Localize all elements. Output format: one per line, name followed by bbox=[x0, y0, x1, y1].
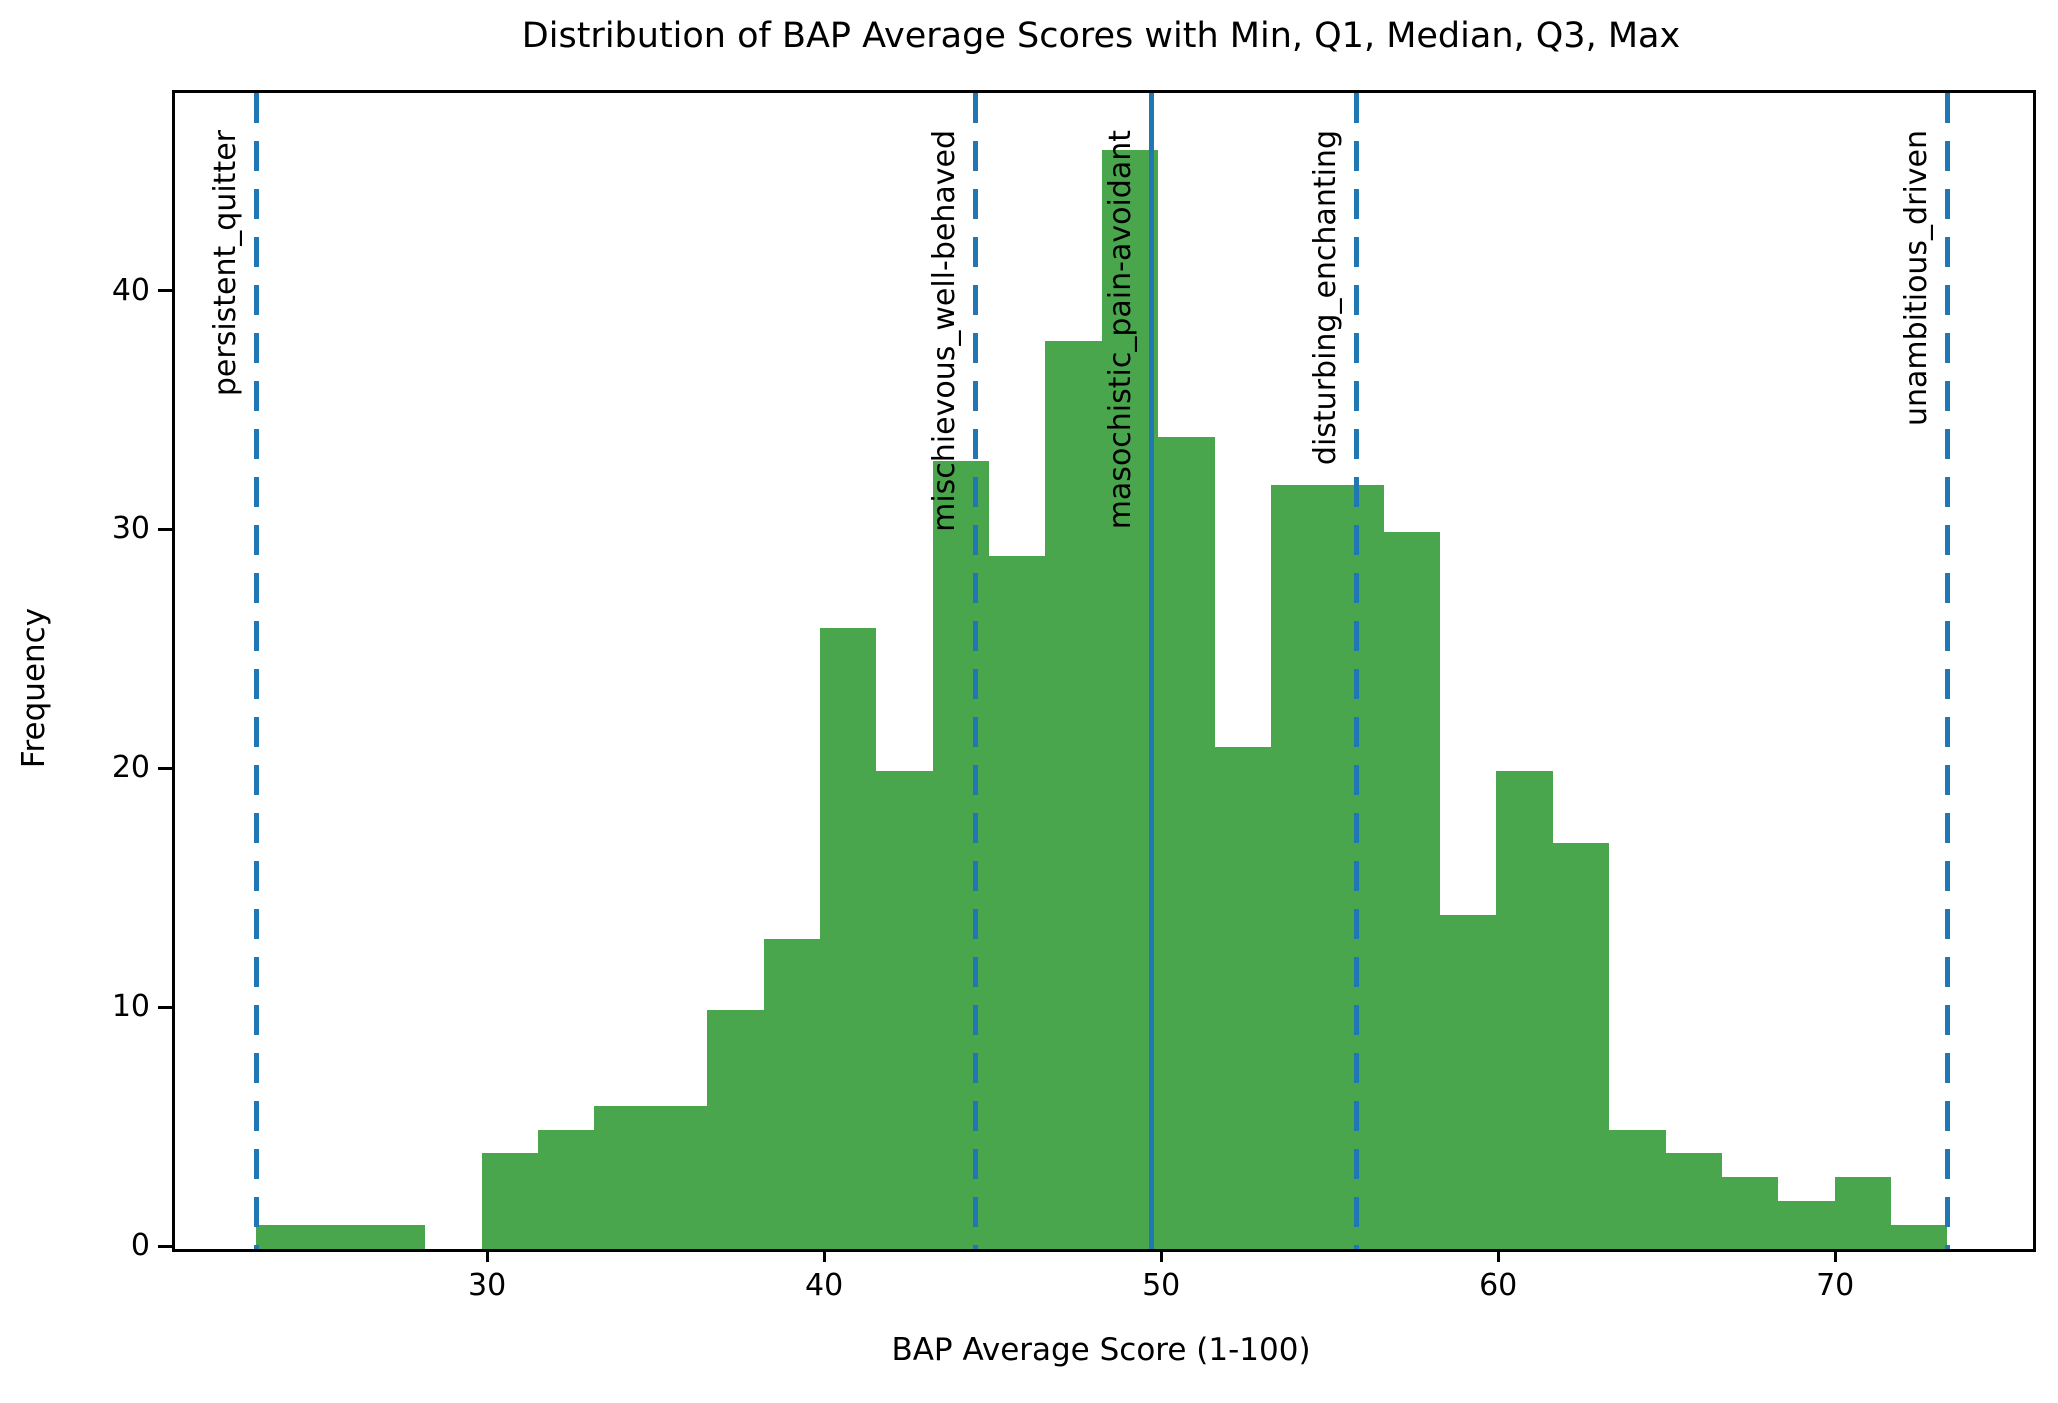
histogram-bar bbox=[1270, 484, 1328, 1249]
x-tick-label: 60 bbox=[1479, 1268, 1518, 1303]
vline-q3 bbox=[1353, 93, 1359, 1249]
x-tick-label: 30 bbox=[468, 1268, 507, 1303]
x-tick-mark bbox=[822, 1249, 826, 1262]
y-tick-label: 30 bbox=[111, 511, 150, 547]
y-tick-mark bbox=[158, 766, 172, 770]
histogram-bar bbox=[1045, 341, 1102, 1249]
x-axis-label: BAP Average Score (1-100) bbox=[891, 1332, 1311, 1368]
x-tick-label: 50 bbox=[1142, 1268, 1181, 1303]
y-tick-label: 10 bbox=[111, 989, 150, 1025]
histogram-bar bbox=[989, 556, 1046, 1249]
histogram-bar bbox=[256, 1225, 313, 1249]
histogram-bar bbox=[1214, 747, 1271, 1249]
x-tick-mark bbox=[485, 1249, 489, 1262]
vline-label-max: unambitious_driven bbox=[1899, 130, 1935, 427]
histogram-bar bbox=[312, 1225, 369, 1249]
vline-median bbox=[1148, 93, 1154, 1249]
histogram-bar bbox=[650, 1105, 708, 1249]
y-tick-mark bbox=[158, 527, 172, 531]
vline-label-median: masochistic_pain-avoidant bbox=[1103, 130, 1138, 530]
y-tick-label: 40 bbox=[111, 272, 150, 308]
x-tick-mark bbox=[1833, 1249, 1837, 1262]
histogram-bar bbox=[368, 1225, 426, 1249]
histogram-bar bbox=[1665, 1153, 1722, 1249]
chart-title: Distribution of BAP Average Scores with … bbox=[521, 16, 1681, 56]
histogram-bar bbox=[1496, 771, 1553, 1249]
histogram-bar bbox=[763, 938, 820, 1249]
plot-area bbox=[172, 90, 2036, 1252]
histogram-bar bbox=[819, 628, 877, 1249]
histogram-bar bbox=[1891, 1225, 1948, 1249]
vline-label-min: persistent_quitter bbox=[208, 130, 244, 397]
histogram-bar bbox=[1778, 1201, 1835, 1249]
y-tick-mark bbox=[158, 1244, 172, 1248]
histogram-bar bbox=[538, 1129, 595, 1249]
y-tick-label: 20 bbox=[111, 750, 150, 786]
y-tick-label: 0 bbox=[130, 1228, 150, 1263]
vline-min bbox=[253, 93, 259, 1249]
x-tick-mark bbox=[1159, 1249, 1163, 1262]
histogram-bar bbox=[1440, 914, 1497, 1249]
histogram-bar bbox=[481, 1153, 539, 1249]
x-tick-label: 40 bbox=[805, 1268, 844, 1303]
histogram-bar bbox=[1552, 842, 1610, 1249]
vline-q1 bbox=[972, 93, 978, 1249]
histogram-bar bbox=[707, 1010, 764, 1249]
x-tick-mark bbox=[1496, 1249, 1500, 1262]
y-tick-mark bbox=[158, 289, 172, 293]
y-tick-mark bbox=[158, 1005, 172, 1009]
histogram-bar bbox=[1383, 532, 1441, 1249]
histogram-bar bbox=[932, 460, 990, 1249]
x-tick-label: 70 bbox=[1816, 1268, 1855, 1303]
histogram-bar bbox=[1158, 436, 1215, 1249]
histogram-bar bbox=[1721, 1177, 1779, 1249]
histogram-bar bbox=[1609, 1129, 1666, 1249]
histogram-bar bbox=[594, 1105, 651, 1249]
histogram-bar bbox=[1834, 1177, 1892, 1249]
vline-max bbox=[1944, 93, 1950, 1249]
vline-label-q3: disturbing_enchanting bbox=[1308, 130, 1344, 466]
vline-label-q1: mischievous_well-behaved bbox=[927, 130, 963, 532]
histogram-bar bbox=[876, 771, 933, 1249]
